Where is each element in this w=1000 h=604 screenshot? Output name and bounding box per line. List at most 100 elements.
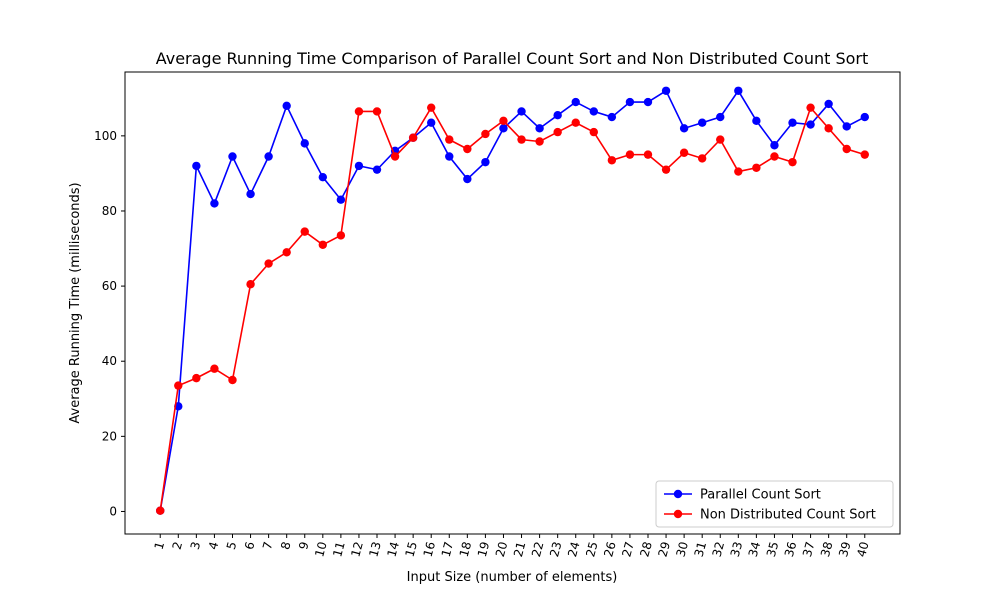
y-tick-label: 80 xyxy=(102,204,117,218)
data-point xyxy=(156,506,165,515)
data-point xyxy=(210,199,219,208)
data-point xyxy=(246,280,255,289)
x-tick-label: 39 xyxy=(836,540,853,558)
data-point xyxy=(679,124,689,133)
x-tick-label: 24 xyxy=(565,540,582,558)
x-tick-label: 10 xyxy=(312,540,329,558)
y-tick-label: 0 xyxy=(109,504,117,518)
y-tick-label: 100 xyxy=(94,129,117,143)
series-line xyxy=(159,106,866,511)
legend-label: Parallel Count Sort xyxy=(700,488,821,503)
data-point xyxy=(336,195,346,204)
legend: Parallel Count Sort Non Distributed Count… xyxy=(655,480,894,528)
data-point xyxy=(824,124,833,133)
y-tick-label: 40 xyxy=(102,354,117,368)
data-point xyxy=(264,259,273,268)
data-point xyxy=(336,231,346,240)
x-tick-label: 33 xyxy=(728,540,745,558)
x-tick-label: 4 xyxy=(206,540,222,551)
data-point xyxy=(390,152,400,161)
data-point xyxy=(517,135,526,144)
data-point xyxy=(481,129,490,139)
legend-item: Parallel Count Sort xyxy=(664,488,821,503)
x-tick-label: 26 xyxy=(601,540,618,558)
legend-marker xyxy=(673,489,683,499)
data-point xyxy=(372,165,382,174)
data-point xyxy=(228,375,237,385)
x-tick-label: 22 xyxy=(529,540,546,558)
data-point xyxy=(463,144,472,154)
data-point xyxy=(716,112,725,122)
data-point xyxy=(860,150,869,159)
data-point xyxy=(445,152,454,161)
x-tick-label: 1 xyxy=(152,540,168,551)
data-point xyxy=(481,157,490,167)
data-point xyxy=(643,97,653,107)
series-line xyxy=(159,89,866,511)
x-tick-label: 30 xyxy=(674,540,691,558)
data-point xyxy=(300,139,309,148)
data-point xyxy=(734,86,743,95)
data-point xyxy=(445,135,454,144)
x-tick-label: 21 xyxy=(511,540,528,558)
x-tick-label: 17 xyxy=(439,540,456,558)
data-point xyxy=(372,107,382,116)
data-point xyxy=(354,161,364,171)
legend-box xyxy=(655,480,894,528)
x-tick-label: 2 xyxy=(170,540,186,551)
data-point xyxy=(499,124,508,133)
data-point xyxy=(860,112,869,122)
data-point xyxy=(463,174,472,184)
data-point xyxy=(770,152,779,161)
plot-area-frame xyxy=(124,71,901,535)
data-point xyxy=(752,116,761,126)
x-tick-label: 14 xyxy=(384,540,401,558)
x-tick-label: 35 xyxy=(764,540,781,558)
x-tick-label: 25 xyxy=(583,540,600,558)
x-tick-label: 5 xyxy=(224,540,240,551)
data-point xyxy=(553,110,562,120)
data-point xyxy=(788,118,797,127)
data-point xyxy=(264,152,273,161)
legend-item: Non Distributed Count Sort xyxy=(664,508,876,523)
data-point xyxy=(589,107,598,116)
y-tick-label: 60 xyxy=(102,279,117,293)
data-point xyxy=(679,148,689,157)
data-point xyxy=(806,120,815,129)
data-point xyxy=(607,112,617,122)
data-point xyxy=(174,381,183,390)
data-point xyxy=(589,127,598,137)
x-tick-label: 40 xyxy=(854,540,871,558)
data-point xyxy=(318,240,328,249)
x-tick-label: 11 xyxy=(330,540,347,558)
data-point xyxy=(354,107,364,116)
x-tick-label: 38 xyxy=(818,540,835,558)
data-point xyxy=(192,373,201,383)
x-tick-label: 32 xyxy=(710,540,727,558)
data-point xyxy=(607,156,617,165)
x-tick-label: 36 xyxy=(782,540,799,558)
data-point xyxy=(571,97,580,107)
data-point xyxy=(408,133,418,142)
data-point xyxy=(553,127,562,137)
x-tick-label: 29 xyxy=(655,540,672,558)
data-point xyxy=(318,172,328,182)
data-point xyxy=(661,165,671,174)
data-point xyxy=(770,141,779,150)
x-tick-label: 37 xyxy=(800,540,817,558)
data-point xyxy=(535,137,544,146)
data-point xyxy=(842,122,851,131)
legend-marker xyxy=(673,509,683,519)
x-tick-label: 13 xyxy=(366,540,383,558)
data-point xyxy=(517,107,526,116)
data-point xyxy=(192,161,201,171)
data-point xyxy=(824,99,833,109)
x-tick-label: 23 xyxy=(547,540,564,558)
data-point xyxy=(697,154,707,163)
data-point xyxy=(210,364,219,373)
series-layer xyxy=(156,86,869,515)
data-point xyxy=(643,150,653,159)
x-tick-label: 34 xyxy=(746,540,763,558)
series-2 xyxy=(156,103,869,515)
